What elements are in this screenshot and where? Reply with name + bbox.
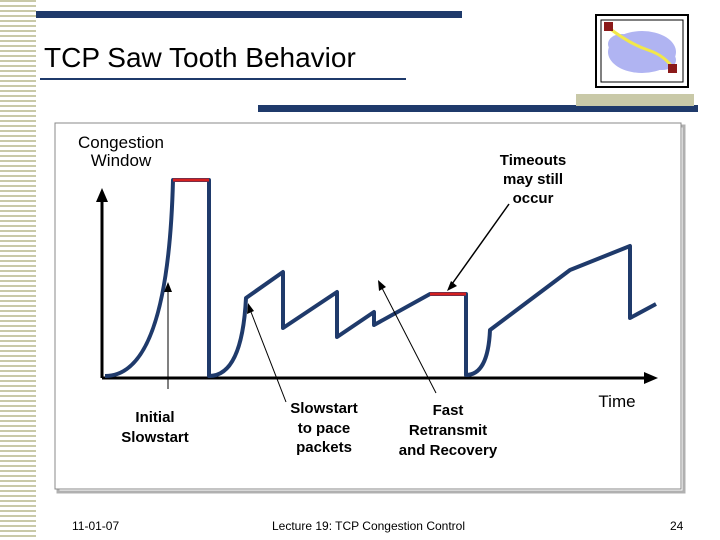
fast-retransmit-label-line3: and Recovery — [399, 442, 498, 459]
x-axis-label: Time — [598, 392, 635, 411]
footer-lecture-title: Lecture 19: TCP Congestion Control — [272, 519, 466, 533]
axes — [96, 188, 658, 384]
timeouts-pointer — [451, 203, 510, 285]
footer-date: 11-01-07 — [72, 519, 120, 533]
footer-page-number: 24 — [670, 519, 684, 533]
y-axis-arrowhead — [96, 188, 108, 202]
initial-slowstart-label-line1: Initial — [135, 409, 174, 426]
network-cloud-logo — [595, 14, 689, 88]
slowstart-pace-label-line3: packets — [296, 439, 352, 456]
header-accent-block — [576, 94, 694, 106]
fast-retransmit-label-line2: Retransmit — [409, 422, 487, 439]
slowstart-pace-label-line2: to pace — [298, 420, 351, 437]
initial-slowstart-label-line2: Slowstart — [121, 429, 189, 446]
timeouts-arrowhead — [447, 281, 457, 291]
fast-retransmit-pointer — [381, 287, 437, 394]
y-axis-label-line2: Window — [91, 151, 152, 170]
congestion-window-curve — [104, 178, 657, 378]
slowstart-pace-arrowhead — [247, 303, 254, 314]
slide-title: TCP Saw Tooth Behavior — [44, 42, 356, 73]
left-stripe-decoration — [0, 0, 36, 540]
slowstart-pace-pointer — [250, 311, 287, 403]
header-bar-bottom — [258, 105, 698, 112]
timeouts-label-line3: occur — [513, 190, 554, 207]
fast-retransmit-label-line1: Fast — [433, 402, 464, 419]
header-bar-top — [36, 11, 462, 18]
timeouts-label-line2: may still — [503, 171, 563, 188]
y-axis-label-line1: Congestion — [78, 133, 164, 152]
timeouts-label-line1: Timeouts — [500, 152, 566, 169]
initial-slowstart-arrowhead — [164, 282, 172, 292]
title-underline — [40, 78, 406, 80]
x-axis-arrowhead — [644, 372, 658, 384]
slowstart-pace-label-line1: Slowstart — [290, 400, 358, 417]
annotation-arrows — [164, 203, 510, 403]
fast-retransmit-arrowhead — [378, 280, 386, 291]
